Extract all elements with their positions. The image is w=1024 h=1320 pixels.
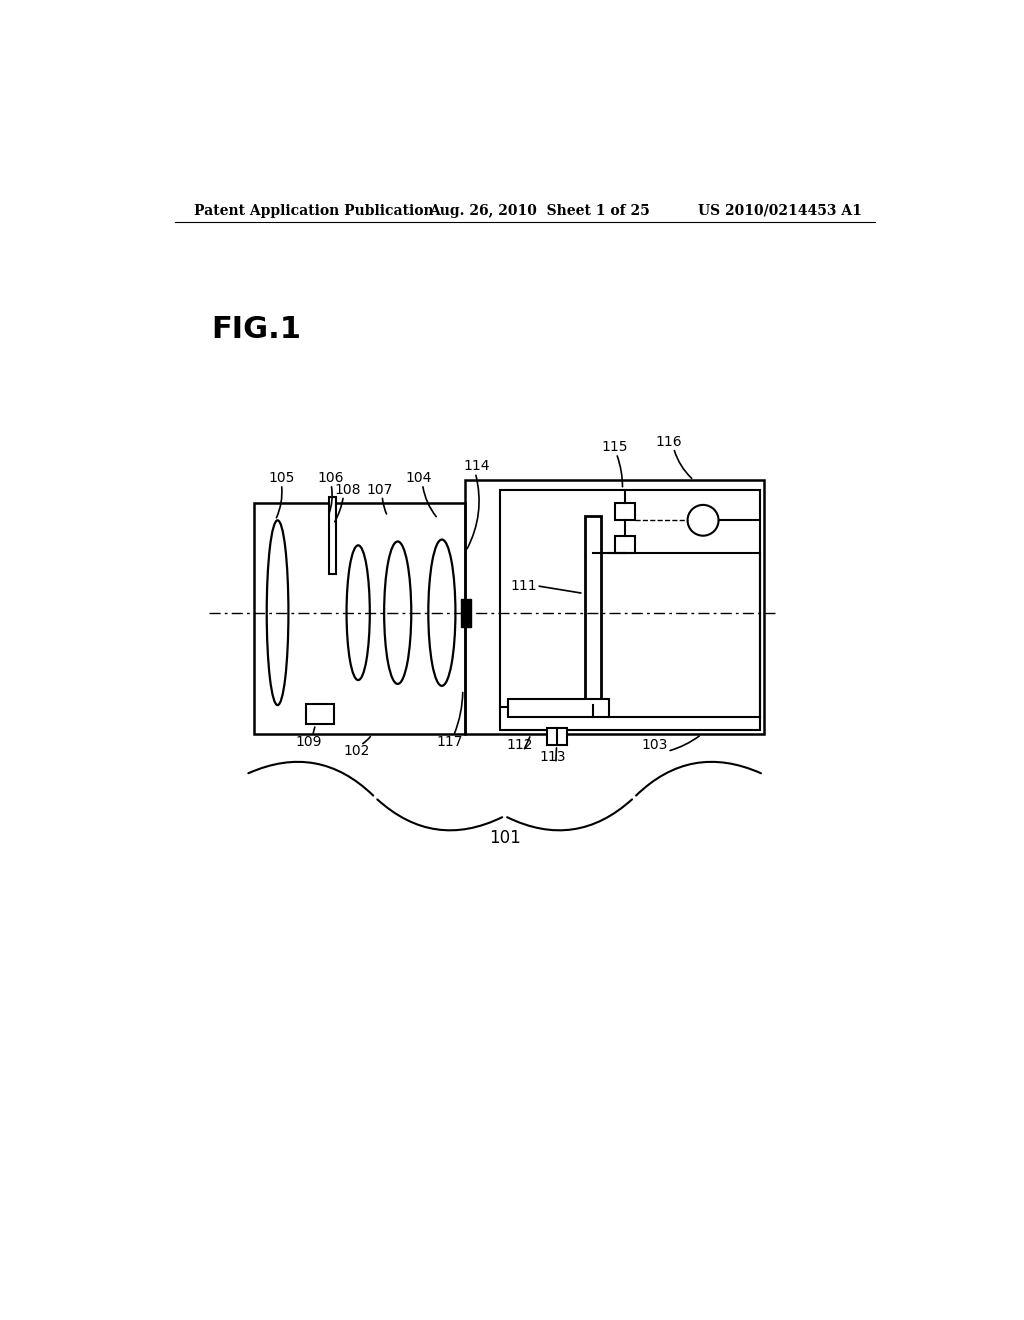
Text: 117: 117 [436,735,463,748]
Bar [254,503,465,734]
Text: 106: 106 [317,471,344,484]
Text: 115: 115 [601,440,628,454]
Bar [465,480,764,734]
Text: 105: 105 [268,471,295,484]
Text: 112: 112 [506,738,532,752]
Text: 113: 113 [540,751,566,764]
Bar [508,700,608,717]
Text: 111: 111 [510,578,537,593]
Text: Aug. 26, 2010  Sheet 1 of 25: Aug. 26, 2010 Sheet 1 of 25 [429,203,649,218]
Text: Patent Application Publication: Patent Application Publication [194,203,433,218]
Text: 114: 114 [464,459,490,474]
Text: 109: 109 [295,735,322,748]
Bar [461,599,471,627]
Text: 108: 108 [334,483,360,496]
Bar [547,729,566,744]
Text: 103: 103 [642,738,669,752]
Bar [614,503,635,520]
Text: FIG.1: FIG.1 [212,315,302,343]
Bar [614,536,635,553]
Bar [586,516,601,705]
Text: 102: 102 [343,744,370,758]
Text: US 2010/0214453 A1: US 2010/0214453 A1 [698,203,862,218]
Text: 104: 104 [406,471,432,484]
Text: 107: 107 [367,483,393,496]
Text: 116: 116 [655,434,682,449]
Bar [306,705,334,725]
Text: 101: 101 [488,829,520,846]
Bar [500,490,760,730]
Bar [329,498,336,574]
